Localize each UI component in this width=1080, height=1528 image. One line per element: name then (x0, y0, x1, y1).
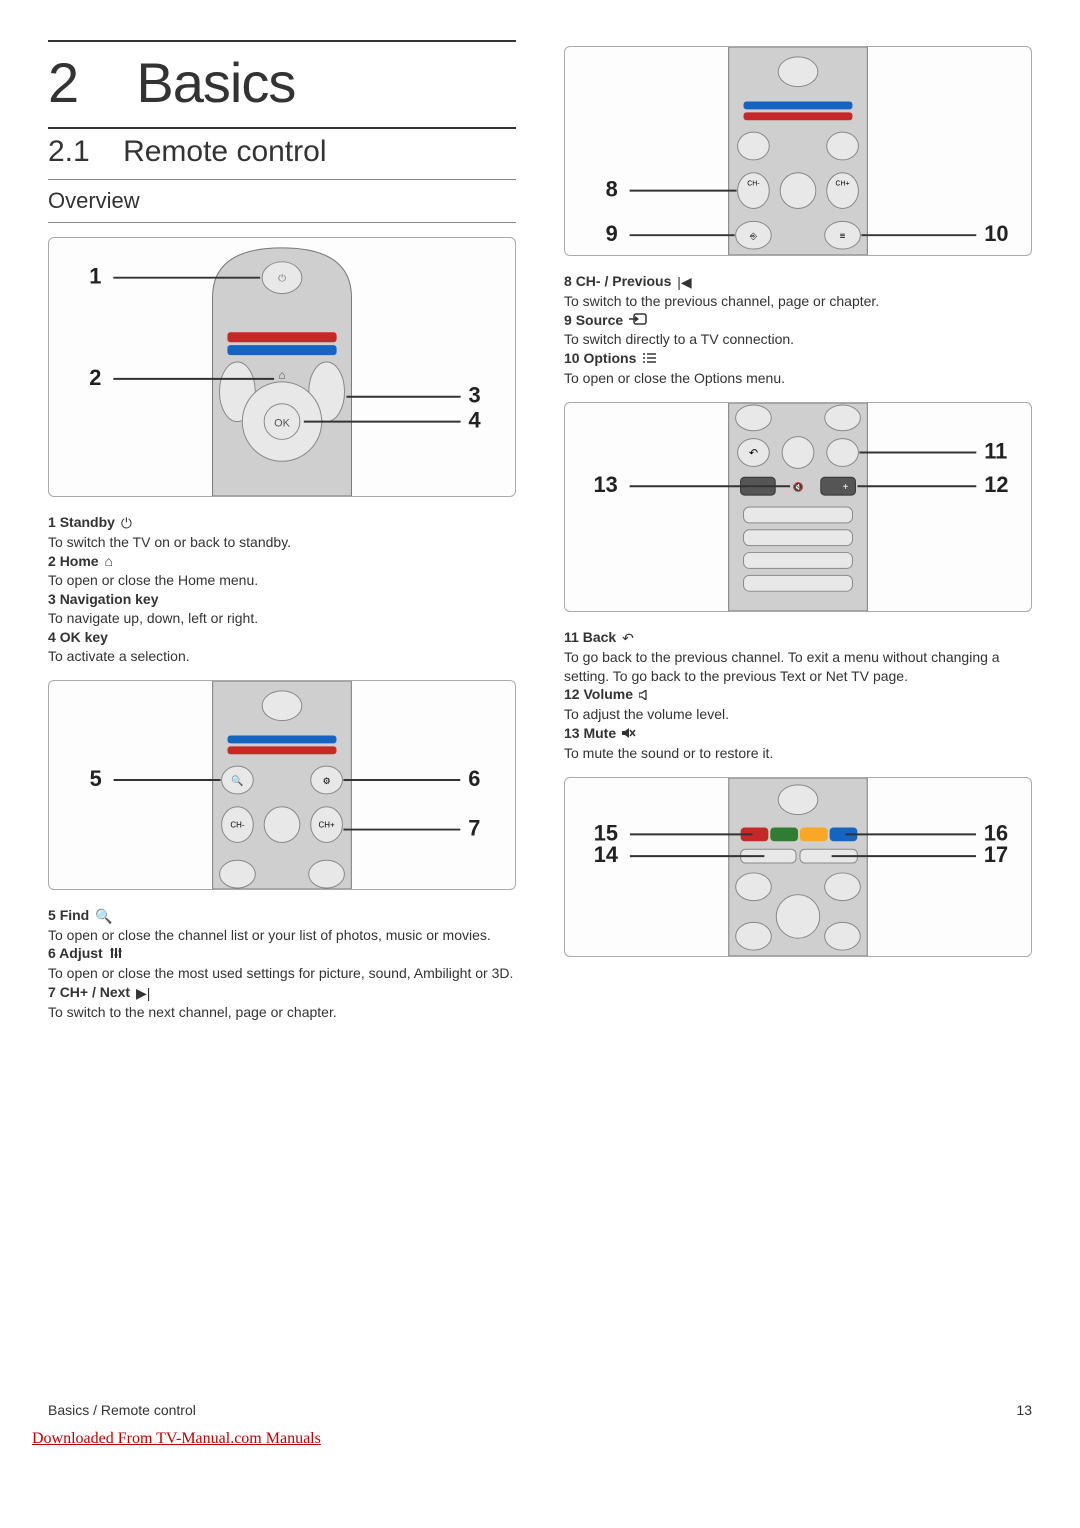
svg-text:CH-: CH- (230, 820, 244, 829)
entry-text: To switch the TV on or back to standby. (48, 533, 516, 552)
entry-text: To mute the sound or to restore it. (564, 744, 1032, 763)
figure-remote-back: ↶ − + 🔇 11 12 13 (564, 402, 1032, 612)
svg-text:⚙: ⚙ (323, 776, 331, 786)
prev-icon: |◀ (677, 273, 691, 292)
next-icon: ▶| (136, 984, 150, 1003)
figure-remote-color: 15 14 16 17 (564, 777, 1032, 957)
svg-text:14: 14 (594, 842, 618, 867)
section-title: Remote control (123, 135, 326, 168)
section-heading: 2.1 Remote control (48, 127, 516, 179)
home-icon: ⌂ (104, 552, 112, 571)
options-icon (642, 350, 656, 369)
footer-breadcrumb: Basics / Remote control (48, 1402, 196, 1418)
entry-text: To open or close the most used settings … (48, 964, 516, 983)
entry-title: 4 OK key (48, 629, 108, 645)
desc-block-4: 11 Back ↶ To go back to the previous cha… (564, 628, 1032, 763)
desc-block-2: 5 Find 🔍 To open or close the channel li… (48, 906, 516, 1022)
download-link[interactable]: Downloaded From TV-Manual.com Manuals (32, 1430, 321, 1448)
chapter-heading: 2 Basics (48, 40, 516, 127)
desc-block-1: 1 Standby ⏻ To switch the TV on or back … (48, 513, 516, 666)
source-icon (629, 311, 647, 330)
desc-block-3: 8 CH- / Previous |◀ To switch to the pre… (564, 272, 1032, 388)
left-column: 2 Basics 2.1 Remote control Overview ⏻ (48, 40, 516, 1036)
entry-text: To activate a selection. (48, 647, 516, 666)
entry-title: 2 Home (48, 553, 99, 569)
svg-text:4: 4 (469, 408, 482, 433)
svg-text:↶: ↶ (749, 447, 758, 459)
subsection-heading: Overview (48, 179, 516, 223)
svg-text:⌂: ⌂ (278, 368, 285, 382)
svg-text:CH-: CH- (747, 181, 759, 188)
mute-icon (622, 725, 636, 744)
svg-text:3: 3 (469, 383, 481, 408)
entry-title: 3 Navigation key (48, 591, 159, 607)
svg-text:8: 8 (606, 177, 618, 202)
page-columns: 2 Basics 2.1 Remote control Overview ⏻ (48, 40, 1032, 1036)
svg-text:12: 12 (984, 472, 1008, 497)
entry-text: To switch to the previous channel, page … (564, 292, 1032, 311)
section-number: 2.1 (48, 135, 90, 168)
entry-text: To go back to the previous channel. To e… (564, 648, 1032, 686)
entry-text: To navigate up, down, left or right. (48, 609, 516, 628)
entry-title: 13 Mute (564, 725, 616, 741)
figure-remote-ch: CH- CH+ ⎆ ≡ 8 9 10 (564, 46, 1032, 256)
figure-remote-mid: 🔍 ⚙ CH- CH+ 5 6 7 (48, 680, 516, 890)
svg-text:11: 11 (984, 438, 1007, 463)
entry-title: 10 Options (564, 350, 636, 366)
entry-title: 6 Adjust (48, 945, 103, 961)
svg-text:CH+: CH+ (319, 820, 335, 829)
power-icon: ⏻ (121, 514, 132, 533)
search-icon: 🔍 (95, 907, 112, 926)
entry-title: 1 Standby (48, 514, 115, 530)
entry-text: To open or close the Options menu. (564, 369, 1032, 388)
entry-text: To adjust the volume level. (564, 705, 1032, 724)
figure-remote-top: ⏻ OK ⌂ 1 2 3 4 (48, 237, 516, 497)
svg-text:9: 9 (606, 221, 618, 246)
svg-text:5: 5 (90, 766, 102, 791)
entry-title: 9 Source (564, 312, 623, 328)
svg-text:−: − (748, 482, 754, 493)
volume-icon (639, 686, 653, 705)
right-column: CH- CH+ ⎆ ≡ 8 9 10 8 CH- / Previous |◀ T… (564, 40, 1032, 1036)
svg-text:7: 7 (468, 815, 480, 840)
svg-text:🔍: 🔍 (231, 774, 243, 787)
chapter-number: 2 (48, 51, 78, 114)
svg-text:10: 10 (984, 221, 1008, 246)
sliders-icon (109, 945, 123, 964)
svg-text:≡: ≡ (840, 231, 846, 242)
svg-text:+: + (843, 482, 849, 493)
entry-text: To open or close the channel list or you… (48, 926, 516, 945)
entry-title: 5 Find (48, 907, 89, 923)
svg-text:OK: OK (274, 418, 290, 430)
entry-title: 12 Volume (564, 686, 633, 702)
svg-text:⏻: ⏻ (278, 274, 286, 285)
svg-text:1: 1 (89, 264, 101, 289)
svg-text:CH+: CH+ (836, 181, 850, 188)
svg-text:6: 6 (468, 766, 480, 791)
svg-text:13: 13 (593, 472, 617, 497)
svg-text:17: 17 (984, 842, 1008, 867)
svg-text:⎆: ⎆ (750, 231, 758, 241)
entry-title: 8 CH- / Previous (564, 273, 671, 289)
chapter-title: Basics (136, 51, 295, 114)
entry-text: To open or close the Home menu. (48, 571, 516, 590)
entry-text: To switch to the next channel, page or c… (48, 1003, 516, 1022)
back-icon: ↶ (622, 629, 634, 648)
entry-text: To switch directly to a TV connection. (564, 330, 1032, 349)
svg-text:2: 2 (89, 365, 101, 390)
entry-title: 11 Back (564, 629, 616, 645)
svg-text:🔇: 🔇 (792, 481, 803, 492)
footer-page-number: 13 (1016, 1402, 1032, 1418)
entry-title: 7 CH+ / Next (48, 984, 130, 1000)
